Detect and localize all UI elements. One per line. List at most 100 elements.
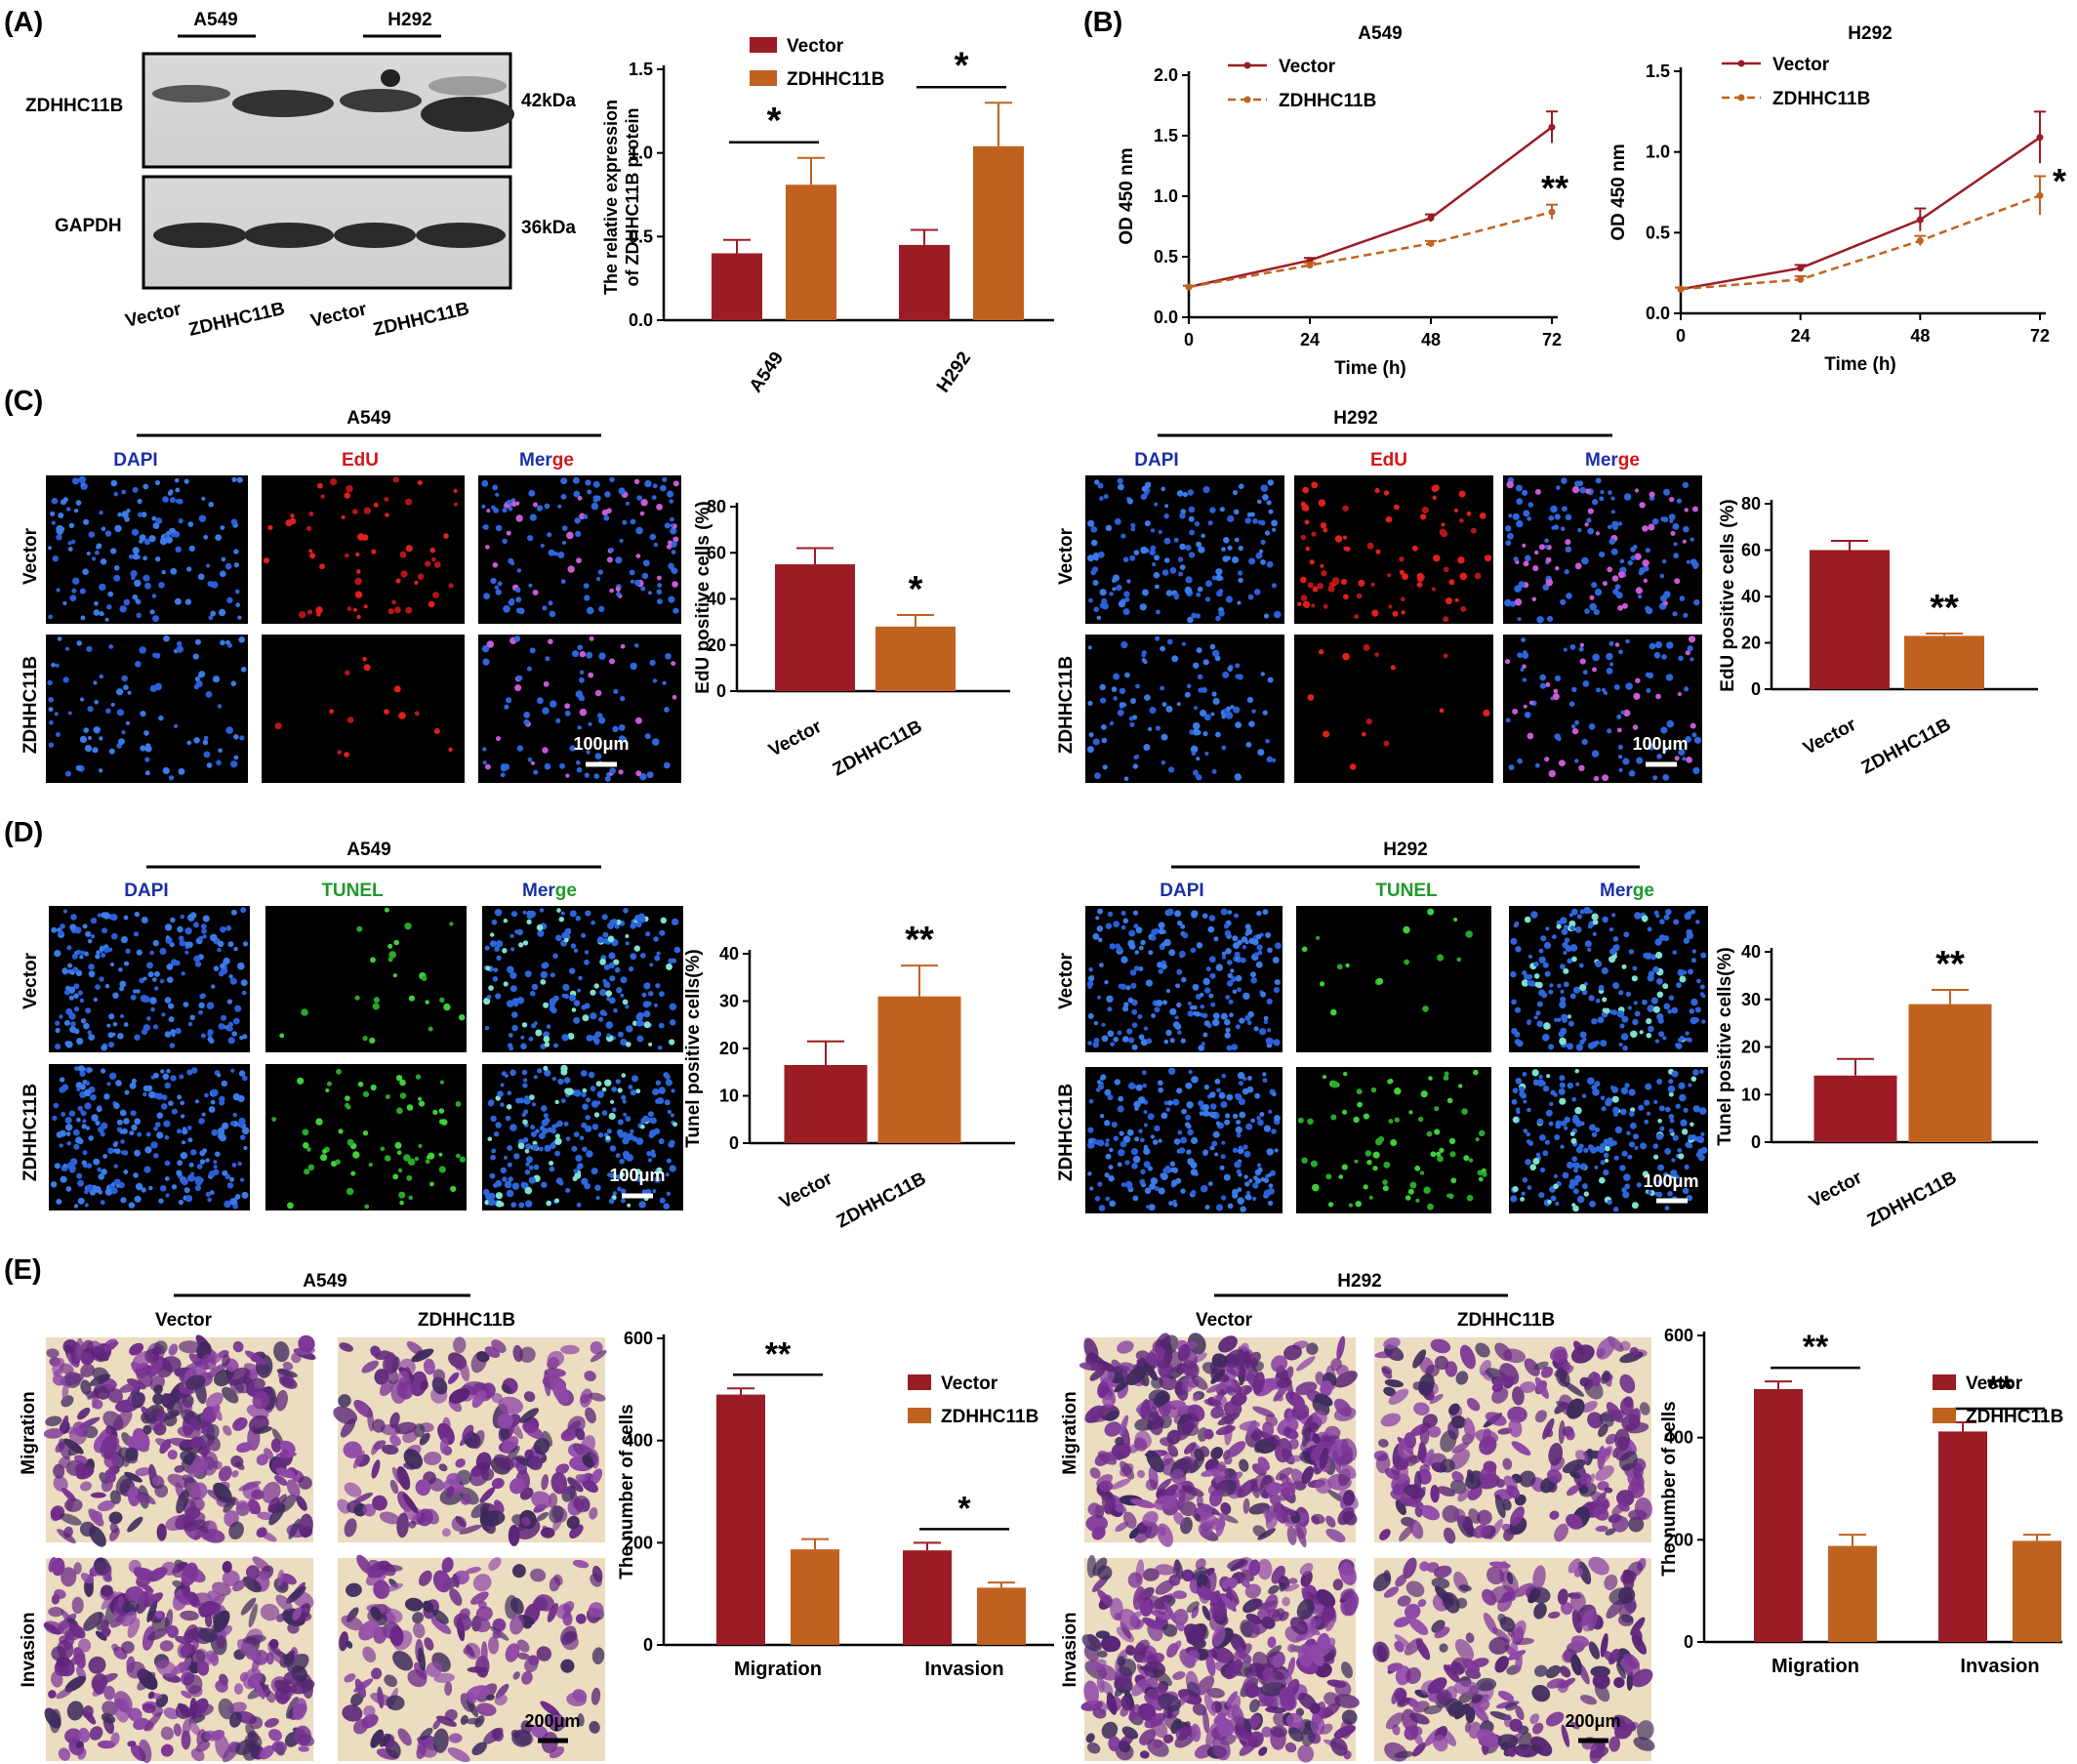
cell-nucleus [48,696,54,703]
cell-nucleus [495,589,502,595]
cell-nucleus [1641,915,1649,923]
cell-nucleus [1099,496,1104,501]
cell-nucleus [97,1167,102,1172]
cell-nucleus [1191,612,1198,619]
cell-nucleus [574,517,581,524]
stained-cell [394,1421,417,1435]
cell-nucleus [459,1156,466,1163]
cell-nucleus [1262,710,1268,716]
cell-nucleus [116,1119,123,1126]
cell-nucleus [1479,513,1486,519]
stained-cell [89,1526,106,1547]
cell-nucleus [541,1181,548,1188]
cell-nucleus [212,676,221,683]
cell-nucleus [414,1156,419,1162]
cell-nucleus [1603,1169,1609,1176]
cell-nucleus [1131,1008,1138,1015]
cell-nucleus [1245,1190,1251,1196]
cell-nucleus [551,1077,556,1082]
cell-nucleus [1198,1100,1204,1107]
cell-nucleus [235,602,240,607]
cell-nucleus [1211,1018,1220,1027]
stained-cell [240,1597,257,1616]
cell-nucleus [622,999,629,1005]
cell-nucleus [1210,712,1215,717]
cell-nucleus [543,1065,549,1071]
cell-nucleus [237,1161,242,1167]
cell-nucleus [107,1147,114,1155]
cell-nucleus [572,650,579,658]
cell-nucleus [107,1042,115,1048]
cell-nucleus [1394,1087,1402,1095]
cell-nucleus [1546,1074,1551,1079]
cell-nucleus [146,1016,151,1021]
cell-nucleus [85,1007,92,1014]
stained-cell [59,1513,82,1526]
stained-cell [396,1381,414,1400]
cell-nucleus [633,643,639,648]
cell-nucleus [1554,1017,1559,1023]
cell-nucleus [120,1139,125,1144]
cell-nucleus [99,583,106,592]
cell-nucleus [516,997,525,1005]
cell-nucleus [1453,508,1458,513]
cell-nucleus [1264,530,1270,536]
cell-nucleus [544,1069,551,1077]
cell-nucleus [1265,1037,1274,1046]
cell-nucleus [88,1067,93,1073]
cell-nucleus [1141,653,1146,658]
cell-nucleus [1184,586,1193,595]
cell-nucleus [1691,561,1699,569]
cell-nucleus [67,963,73,968]
stained-cell [73,1455,88,1464]
cell-nucleus [1165,1107,1171,1112]
cell-nucleus [93,997,99,1003]
cell-nucleus [156,1131,164,1139]
cell-nucleus [669,1139,675,1146]
cell-nucleus [1679,975,1687,983]
cell-nucleus [578,694,585,701]
stained-cell [475,1452,492,1471]
cell-nucleus [672,607,679,614]
cell-nucleus [1673,553,1679,559]
cell-nucleus [577,988,582,993]
cell-nucleus [539,1125,546,1131]
cell-nucleus [1100,697,1107,704]
cell-nucleus [1342,652,1350,661]
cell-nucleus [608,997,616,1005]
cell-nucleus [1658,1105,1665,1112]
cell-nucleus [1411,545,1418,552]
stained-cell [156,1523,167,1541]
cell-nucleus [1527,1140,1534,1146]
cell-nucleus [1161,1112,1168,1120]
cell-nucleus [1545,681,1551,687]
cell-nucleus [1530,911,1538,919]
stained-cell [141,1406,152,1419]
cell-nucleus [1123,591,1130,597]
cell-nucleus [484,1026,490,1031]
stained-cell [298,1334,315,1353]
cell-nucleus [561,525,568,531]
stained-cell [446,1472,462,1486]
stained-cell [344,1482,362,1497]
cell-nucleus [152,1024,159,1030]
cell-nucleus [483,998,491,1005]
cell-nucleus [48,614,54,620]
cell-nucleus [1657,1179,1663,1185]
cell-nucleus [1220,908,1228,916]
cell-nucleus [1658,934,1666,941]
cell-nucleus [564,703,571,710]
cell-nucleus [1138,1128,1143,1133]
cell-nucleus [158,582,165,589]
cell-nucleus [1246,1076,1252,1081]
cell-nucleus [425,1000,429,1005]
cell-nucleus [1671,1158,1676,1163]
stained-cell [188,1436,205,1449]
cell-nucleus [1117,709,1124,717]
cell-nucleus [56,732,61,737]
stained-cell [93,1384,110,1400]
cell-nucleus [1645,548,1650,554]
cell-nucleus [1434,1128,1441,1135]
cell-nucleus [1203,1020,1210,1027]
cell-nucleus [274,722,282,730]
